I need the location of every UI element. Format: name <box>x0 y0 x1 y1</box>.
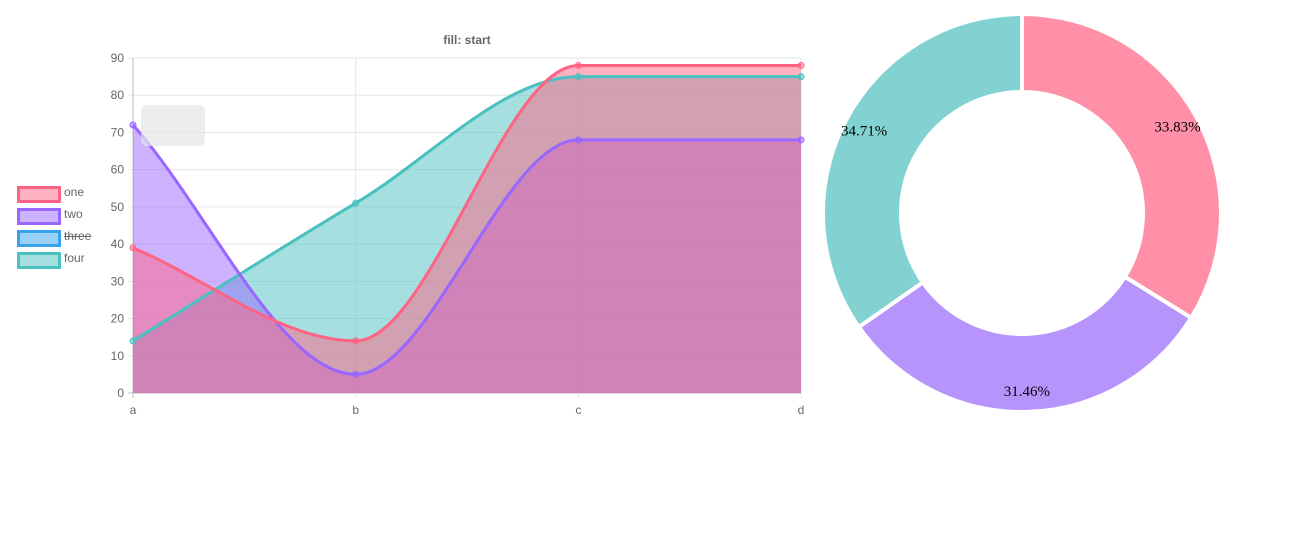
y-tick-label: 70 <box>111 125 125 139</box>
data-point-two <box>574 136 582 144</box>
x-tick-label: c <box>575 403 581 417</box>
y-tick-label: 60 <box>111 163 125 177</box>
data-point-four <box>352 199 360 207</box>
legend-label: two <box>64 207 83 221</box>
pie-slice-label: 34.71% <box>841 124 887 140</box>
data-point-four <box>129 337 137 345</box>
series-line-one <box>132 63 801 343</box>
data-point-one <box>797 61 805 69</box>
legend-swatch <box>17 252 61 269</box>
legend-label: four <box>64 251 85 265</box>
pie-slice-label: 33.83% <box>1154 119 1200 135</box>
data-point-four <box>574 73 582 81</box>
area-fill-one <box>133 65 801 393</box>
legend-swatch <box>17 230 61 247</box>
pie-slice <box>856 273 1194 414</box>
y-tick-label: 50 <box>111 200 125 214</box>
data-point-four <box>797 73 805 81</box>
y-tick-label: 90 <box>111 51 125 65</box>
data-point-two <box>352 370 360 378</box>
data-point-one <box>574 61 582 69</box>
y-tick-label: 10 <box>111 349 125 363</box>
tooltip-box <box>141 105 205 146</box>
y-tick-label: 40 <box>111 237 125 251</box>
data-point-one <box>129 244 137 252</box>
legend-label: three <box>64 229 92 243</box>
pie-slice <box>1020 11 1223 321</box>
y-tick-label: 80 <box>111 88 125 102</box>
series-line-two <box>131 124 801 376</box>
legend-swatch <box>17 186 61 203</box>
x-tick-label: a <box>130 403 137 417</box>
chart-title: fill: start <box>443 33 491 47</box>
legend-swatch <box>17 208 61 225</box>
pie-slice-label: 31.46% <box>1004 384 1050 400</box>
y-tick-label: 20 <box>111 312 125 326</box>
x-tick-label: d <box>798 403 805 417</box>
pie-slice <box>821 11 1024 330</box>
x-tick-label: b <box>352 403 359 417</box>
data-point-two <box>129 121 137 129</box>
y-tick-label: 0 <box>117 386 124 400</box>
data-point-two <box>797 136 805 144</box>
data-point-one <box>352 337 360 345</box>
y-tick-label: 30 <box>111 274 125 288</box>
legend-label: one <box>64 185 85 199</box>
